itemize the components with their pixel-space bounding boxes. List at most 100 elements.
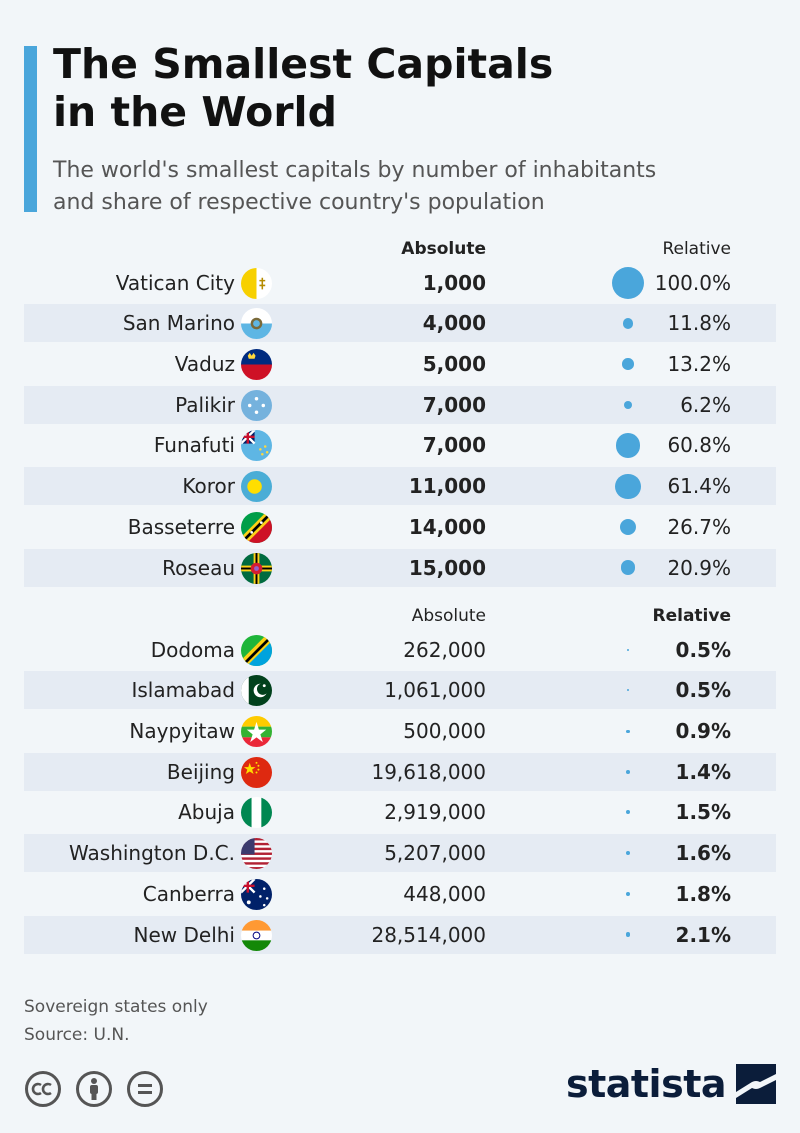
absolute-value: 19,618,000 <box>371 759 486 784</box>
table-row: Dodoma 262,000 0.5% <box>24 631 776 669</box>
city-name: Funafuti <box>153 433 235 458</box>
city-name: Vaduz <box>174 352 235 377</box>
nigeria-flag-icon <box>241 797 272 829</box>
relative-value: 1.5% <box>675 800 731 825</box>
table-row: New Delhi 28,514,000 2.1% <box>24 915 776 954</box>
absolute-value: 7,000 <box>422 392 486 417</box>
subtitle-line: The world's smallest capitals by number … <box>53 158 657 183</box>
city-name: Palikir <box>175 392 235 417</box>
relative-share-dot <box>625 851 631 856</box>
cc-icon <box>25 1071 61 1107</box>
by-person-icon <box>76 1071 113 1107</box>
license-icons <box>24 1070 172 1112</box>
page-title: The Smallest Capitals in the World <box>53 40 553 136</box>
city-name: Beijing <box>166 759 235 784</box>
statista-logo-icon <box>736 1064 776 1104</box>
absolute-value: 28,514,000 <box>371 922 486 947</box>
statista-brand: statista <box>566 1062 776 1106</box>
absolute-value: 4,000 <box>422 311 486 336</box>
nd-equals-icon <box>127 1071 164 1107</box>
relative-share-dot <box>615 473 641 499</box>
table-row: Washington D.C. 5,207,000 1.6% <box>24 834 776 873</box>
usa-flag-icon <box>241 838 272 870</box>
relative-share-dot <box>626 648 630 651</box>
table-row: Koror 11,000 61.4% <box>24 467 776 506</box>
relative-value: 20.9% <box>667 555 731 580</box>
relative-value: 11.8% <box>667 311 731 336</box>
title-line: The Smallest Capitals <box>53 40 554 88</box>
relative-value: 2.1% <box>675 922 731 947</box>
relative-value: 13.2% <box>667 352 731 377</box>
relative-value: 0.5% <box>675 678 731 703</box>
relative-value: 1.8% <box>675 881 731 906</box>
absolute-value: 1,061,000 <box>384 678 486 703</box>
table-row: Roseau 15,000 20.9% <box>24 548 776 587</box>
relative-share-dot <box>625 932 631 937</box>
city-name: Washington D.C. <box>69 841 235 866</box>
city-name: Dodoma <box>150 637 235 662</box>
subtitle: The world's smallest capitals by number … <box>53 155 656 219</box>
table-row: Abuja 2,919,000 1.5% <box>24 793 776 831</box>
smallest-relative-table: Absolute Relative Dodoma 262,000 0.5% Islamab… <box>24 606 776 954</box>
table-row: Canberra 448,000 1.8% <box>24 875 776 913</box>
city-name: Roseau <box>162 555 235 580</box>
liechtenstein-flag-icon <box>241 349 272 381</box>
footer-note: Sovereign states only <box>24 997 208 1017</box>
absolute-value: 7,000 <box>422 433 486 458</box>
column-header-row: Absolute Relative <box>24 239 776 261</box>
table-row: San Marino 4,000 11.8% <box>24 304 776 343</box>
china-flag-icon <box>241 756 272 788</box>
relative-header: Relative <box>652 606 731 626</box>
table-row: Vatican City 1,000 100.0% <box>24 264 776 302</box>
table-row: Palikir 7,000 6.2% <box>24 385 776 424</box>
pakistan-flag-icon <box>241 675 272 707</box>
subtitle-line: and share of respective country's popula… <box>53 190 545 215</box>
city-name: Islamabad <box>131 678 235 703</box>
city-name: Naypyitaw <box>129 719 235 744</box>
table-row: Beijing 19,618,000 1.4% <box>24 752 776 791</box>
footer: Sovereign states only Source: U.N. <box>24 993 208 1049</box>
column-header-row: Absolute Relative <box>24 606 776 628</box>
relative-share-dot <box>615 432 641 458</box>
relative-share-dot <box>622 317 634 329</box>
absolute-header: Absolute <box>411 606 486 626</box>
city-name: Abuja <box>178 800 235 825</box>
absolute-value: 262,000 <box>403 637 486 662</box>
city-name: Canberra <box>142 881 235 906</box>
title-line: in the World <box>53 88 337 136</box>
accent-bar <box>24 46 37 212</box>
relative-value: 0.9% <box>675 719 731 744</box>
san-marino-flag-icon <box>241 308 272 340</box>
city-name: Vatican City <box>115 270 235 295</box>
absolute-value: 2,919,000 <box>384 800 486 825</box>
relative-value: 26.7% <box>667 514 731 539</box>
st-kitts-nevis-flag-icon <box>241 511 272 543</box>
australia-flag-icon <box>241 878 272 910</box>
absolute-value: 14,000 <box>408 514 486 539</box>
relative-share-dot <box>626 689 630 692</box>
relative-share-dot <box>622 358 634 370</box>
relative-value: 1.6% <box>675 841 731 866</box>
absolute-value: 5,207,000 <box>384 841 486 866</box>
tanzania-flag-icon <box>241 634 272 666</box>
table-row: Basseterre 14,000 26.7% <box>24 508 776 546</box>
relative-share-dot <box>626 810 630 815</box>
relative-value: 1.4% <box>675 759 731 784</box>
relative-value: 100.0% <box>654 270 731 295</box>
absolute-value: 1,000 <box>422 270 486 295</box>
relative-share-dot <box>612 266 644 299</box>
relative-share-dot <box>620 560 636 575</box>
city-name: Basseterre <box>127 514 235 539</box>
footer-source: Source: U.N. <box>24 1025 130 1045</box>
brand-name: statista <box>565 1062 727 1106</box>
relative-share-dot <box>619 518 637 536</box>
relative-header: Relative <box>662 239 731 259</box>
myanmar-flag-icon <box>241 716 272 748</box>
relative-value: 0.5% <box>675 637 731 662</box>
dominica-flag-icon <box>241 552 272 584</box>
india-flag-icon <box>241 919 272 951</box>
micronesia-flag-icon <box>241 389 272 421</box>
absolute-value: 5,000 <box>422 352 486 377</box>
absolute-value: 500,000 <box>403 719 486 744</box>
vatican-flag-icon <box>241 267 272 299</box>
